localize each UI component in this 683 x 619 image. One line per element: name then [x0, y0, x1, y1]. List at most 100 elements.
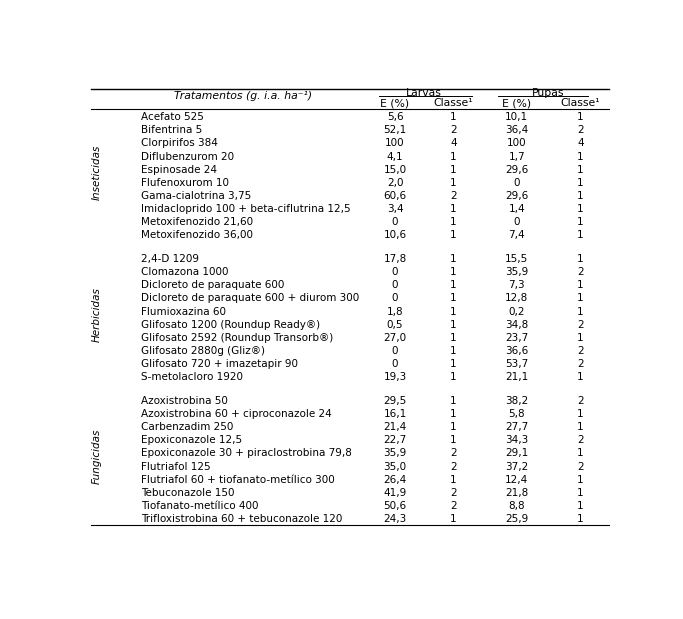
Text: 100: 100: [385, 139, 405, 149]
Text: Flufenoxurom 10: Flufenoxurom 10: [141, 178, 229, 188]
Text: 50,6: 50,6: [383, 501, 406, 511]
Text: 0,2: 0,2: [509, 306, 525, 316]
Text: 53,7: 53,7: [505, 359, 529, 369]
Text: Metoxifenozido 36,00: Metoxifenozido 36,00: [141, 230, 253, 240]
Text: 25,9: 25,9: [505, 514, 529, 524]
Text: Imidacloprido 100 + beta-ciflutrina 12,5: Imidacloprido 100 + beta-ciflutrina 12,5: [141, 204, 350, 214]
Text: 2: 2: [577, 359, 583, 369]
Text: Glifosato 2880g (Gliz®): Glifosato 2880g (Gliz®): [141, 346, 265, 356]
Text: Tratamentos (g. i.a. ha⁻¹): Tratamentos (g. i.a. ha⁻¹): [173, 91, 312, 101]
Text: 1: 1: [450, 372, 456, 383]
Text: 1: 1: [450, 217, 456, 227]
Text: 1: 1: [577, 448, 583, 459]
Text: 1: 1: [577, 475, 583, 485]
Text: 1: 1: [450, 280, 456, 290]
Text: 36,6: 36,6: [505, 346, 529, 356]
Text: 29,6: 29,6: [505, 191, 529, 201]
Text: 0: 0: [392, 280, 398, 290]
Text: 0: 0: [392, 359, 398, 369]
Text: 1,4: 1,4: [508, 204, 525, 214]
Text: Pupas: Pupas: [532, 88, 565, 98]
Text: 1: 1: [450, 178, 456, 188]
Text: 1: 1: [577, 306, 583, 316]
Text: 1: 1: [450, 230, 456, 240]
Text: 17,8: 17,8: [383, 254, 406, 264]
Text: 2: 2: [450, 488, 456, 498]
Text: Diflubenzurom 20: Diflubenzurom 20: [141, 152, 234, 162]
Text: 1: 1: [450, 204, 456, 214]
Text: 1: 1: [577, 230, 583, 240]
Text: Trifloxistrobina 60 + tebuconazole 120: Trifloxistrobina 60 + tebuconazole 120: [141, 514, 342, 524]
Text: 21,1: 21,1: [505, 372, 529, 383]
Text: Espinosade 24: Espinosade 24: [141, 165, 217, 175]
Text: 1: 1: [450, 359, 456, 369]
Text: 1: 1: [577, 178, 583, 188]
Text: 1: 1: [450, 435, 456, 445]
Text: 1: 1: [450, 409, 456, 419]
Text: 1: 1: [577, 217, 583, 227]
Text: 37,2: 37,2: [505, 462, 529, 472]
Text: 35,9: 35,9: [383, 448, 406, 459]
Text: 5,6: 5,6: [387, 112, 404, 122]
Text: 26,4: 26,4: [383, 475, 406, 485]
Text: Tebuconazole 150: Tebuconazole 150: [141, 488, 234, 498]
Text: 2: 2: [577, 319, 583, 330]
Text: 1: 1: [577, 254, 583, 264]
Text: 1: 1: [577, 204, 583, 214]
Text: 2: 2: [450, 191, 456, 201]
Text: 1,7: 1,7: [508, 152, 525, 162]
Text: Inseticidas: Inseticidas: [92, 145, 102, 201]
Text: Glifosato 720 + imazetapir 90: Glifosato 720 + imazetapir 90: [141, 359, 298, 369]
Text: 0: 0: [392, 267, 398, 277]
Text: Classe¹: Classe¹: [561, 98, 600, 108]
Text: Dicloreto de paraquate 600 + diurom 300: Dicloreto de paraquate 600 + diurom 300: [141, 293, 359, 303]
Text: 1: 1: [450, 514, 456, 524]
Text: Flumioxazina 60: Flumioxazina 60: [141, 306, 226, 316]
Text: 1: 1: [577, 112, 583, 122]
Text: 36,4: 36,4: [505, 125, 529, 135]
Text: 1: 1: [450, 475, 456, 485]
Text: 1: 1: [450, 165, 456, 175]
Text: Fungicidas: Fungicidas: [92, 429, 102, 484]
Text: 15,0: 15,0: [383, 165, 406, 175]
Text: 34,3: 34,3: [505, 435, 529, 445]
Text: 2: 2: [577, 125, 583, 135]
Text: Clorpirifos 384: Clorpirifos 384: [141, 139, 218, 149]
Text: S-metolacloro 1920: S-metolacloro 1920: [141, 372, 243, 383]
Text: 29,6: 29,6: [505, 165, 529, 175]
Text: 7,3: 7,3: [508, 280, 525, 290]
Text: 2: 2: [577, 267, 583, 277]
Text: Clomazona 1000: Clomazona 1000: [141, 267, 228, 277]
Text: 12,8: 12,8: [505, 293, 529, 303]
Text: 34,8: 34,8: [505, 319, 529, 330]
Text: 21,8: 21,8: [505, 488, 529, 498]
Text: 27,7: 27,7: [505, 422, 529, 432]
Text: 1: 1: [450, 293, 456, 303]
Text: 2,0: 2,0: [387, 178, 403, 188]
Text: 10,6: 10,6: [383, 230, 406, 240]
Text: 0: 0: [392, 346, 398, 356]
Text: 4,1: 4,1: [387, 152, 404, 162]
Text: 23,7: 23,7: [505, 333, 529, 343]
Text: Azoxistrobina 60 + ciproconazole 24: Azoxistrobina 60 + ciproconazole 24: [141, 409, 332, 419]
Text: 1: 1: [577, 191, 583, 201]
Text: 22,7: 22,7: [383, 435, 406, 445]
Text: 10,1: 10,1: [505, 112, 529, 122]
Text: 35,9: 35,9: [505, 267, 529, 277]
Text: 1: 1: [577, 372, 583, 383]
Text: 5,8: 5,8: [508, 409, 525, 419]
Text: E (%): E (%): [380, 98, 410, 108]
Text: 1: 1: [450, 254, 456, 264]
Text: E (%): E (%): [502, 98, 531, 108]
Text: 12,4: 12,4: [505, 475, 529, 485]
Text: 19,3: 19,3: [383, 372, 406, 383]
Text: 8,8: 8,8: [508, 501, 525, 511]
Text: 2,4-D 1209: 2,4-D 1209: [141, 254, 199, 264]
Text: 2: 2: [450, 125, 456, 135]
Text: Epoxiconazole 30 + piraclostrobina 79,8: Epoxiconazole 30 + piraclostrobina 79,8: [141, 448, 352, 459]
Text: 100: 100: [507, 139, 527, 149]
Text: 29,5: 29,5: [383, 396, 406, 406]
Text: 1: 1: [577, 409, 583, 419]
Text: 1: 1: [450, 333, 456, 343]
Text: Carbenzadim 250: Carbenzadim 250: [141, 422, 234, 432]
